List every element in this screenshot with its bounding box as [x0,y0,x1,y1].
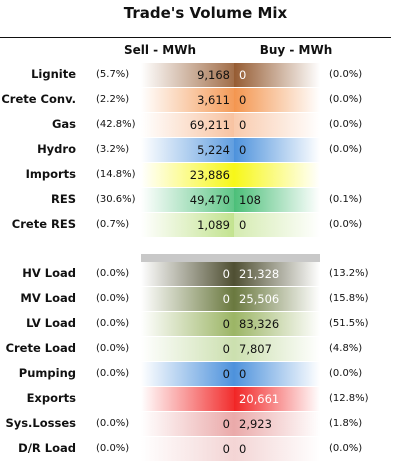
sell-value-cell: 3,611 [141,88,234,112]
row-label: Exports [26,391,76,405]
table-row: Pumping (0.0%) 0 0 (0.0%) [0,362,411,386]
buy-value-cell: 0 [234,213,320,237]
table-row: Crete RES (0.7%) 1,089 0 (0.0%) [0,213,411,237]
sell-percent: (0.0%) [96,268,130,279]
row-label: Sys.Losses [5,416,76,430]
buy-percent: (0.0%) [329,69,363,80]
buy-percent: (4.8%) [329,343,363,354]
table-row: D/R Load (0.0%) 0 0 (0.0%) [0,437,411,461]
sell-percent: (0.0%) [96,293,130,304]
buy-percent: (12.8%) [329,393,369,404]
sell-value-cell: 0 [141,337,234,361]
sell-column-header: Sell - MWh [123,43,197,57]
table-row: MV Load (0.0%) 0 25,506 (15.8%) [0,287,411,311]
sell-percent: (0.7%) [96,219,130,230]
row-label: D/R Load [18,441,76,455]
table-row: Exports 20,661 (12.8%) [0,387,411,411]
buy-value-cell: 83,326 [234,312,320,336]
buy-percent: (0.0%) [329,94,363,105]
sell-value-cell: 0 [141,412,234,436]
buy-value-cell: 0 [234,88,320,112]
sell-value-cell: 0 [141,287,234,311]
buy-percent: (1.8%) [329,418,363,429]
buy-value-cell: 25,506 [234,287,320,311]
sell-percent: (14.8%) [96,169,136,180]
sell-value-cell: 23,886 [141,163,234,187]
buy-percent: (0.0%) [329,368,363,379]
row-label: Hydro [37,142,76,156]
row-label: Pumping [18,366,76,380]
buy-percent: (0.0%) [329,119,363,130]
buy-percent: (0.0%) [329,144,363,155]
sell-value-cell: 49,470 [141,188,234,212]
buy-value-cell [234,163,320,187]
table-row: Sys.Losses (0.0%) 0 2,923 (1.8%) [0,412,411,436]
row-label: Imports [25,167,76,181]
row-label: Gas [51,117,76,131]
buy-value-cell: 0 [234,113,320,137]
row-label: Crete RES [11,217,76,231]
sell-value-cell: 9,168 [141,63,234,87]
table-row: Lignite (5.7%) 9,168 0 (0.0%) [0,63,411,87]
row-label: MV Load [20,291,76,305]
buy-value-cell: 0 [234,63,320,87]
buy-value-cell: 2,923 [234,412,320,436]
buy-percent: (0.0%) [329,219,363,230]
table-row: HV Load (0.0%) 0 21,328 (13.2%) [0,262,411,286]
sell-percent: (0.0%) [96,343,130,354]
buy-value-cell: 0 [234,362,320,386]
table-row: Hydro (3.2%) 5,224 0 (0.0%) [0,138,411,162]
buy-percent: (15.8%) [329,293,369,304]
title-rule [0,37,391,38]
buy-value-cell: 20,661 [234,387,320,411]
sell-value-cell [141,387,234,411]
table-row: RES (30.6%) 49,470 108 (0.1%) [0,188,411,212]
sell-value-cell: 69,211 [141,113,234,137]
sell-percent: (3.2%) [96,144,130,155]
sell-percent: (42.8%) [96,119,136,130]
section-divider [141,254,320,262]
sell-value-cell: 0 [141,362,234,386]
sell-percent: (0.0%) [96,443,130,454]
row-label: LV Load [26,316,76,330]
row-label: Lignite [31,67,76,81]
sell-value-cell: 5,224 [141,138,234,162]
row-label: Crete Conv. [1,92,76,106]
buy-percent: (0.0%) [329,443,363,454]
row-label: Crete Load [5,341,76,355]
buy-value-cell: 108 [234,188,320,212]
sell-value-cell: 0 [141,312,234,336]
sell-percent: (0.0%) [96,368,130,379]
table-row: Gas (42.8%) 69,211 0 (0.0%) [0,113,411,137]
sell-value-cell: 1,089 [141,213,234,237]
buy-value-cell: 7,807 [234,337,320,361]
sell-value-cell: 0 [141,437,234,461]
table-row: Imports (14.8%) 23,886 [0,163,411,187]
row-label: HV Load [22,266,76,280]
buy-value-cell: 0 [234,437,320,461]
row-label: RES [51,192,76,206]
buy-value-cell: 0 [234,138,320,162]
sell-percent: (2.2%) [96,94,130,105]
sell-percent: (30.6%) [96,194,136,205]
table-row: Crete Load (0.0%) 0 7,807 (4.8%) [0,337,411,361]
chart-title: Trade's Volume Mix [123,4,288,22]
sell-percent: (5.7%) [96,69,130,80]
sell-percent: (0.0%) [96,318,130,329]
sell-value-cell: 0 [141,262,234,286]
buy-percent: (13.2%) [329,268,369,279]
table-row: LV Load (0.0%) 0 83,326 (51.5%) [0,312,411,336]
buy-percent: (51.5%) [329,318,369,329]
buy-percent: (0.1%) [329,194,363,205]
buy-value-cell: 21,328 [234,262,320,286]
table-row: Crete Conv. (2.2%) 3,611 0 (0.0%) [0,88,411,112]
buy-column-header: Buy - MWh [259,43,333,57]
sell-percent: (0.0%) [96,418,130,429]
